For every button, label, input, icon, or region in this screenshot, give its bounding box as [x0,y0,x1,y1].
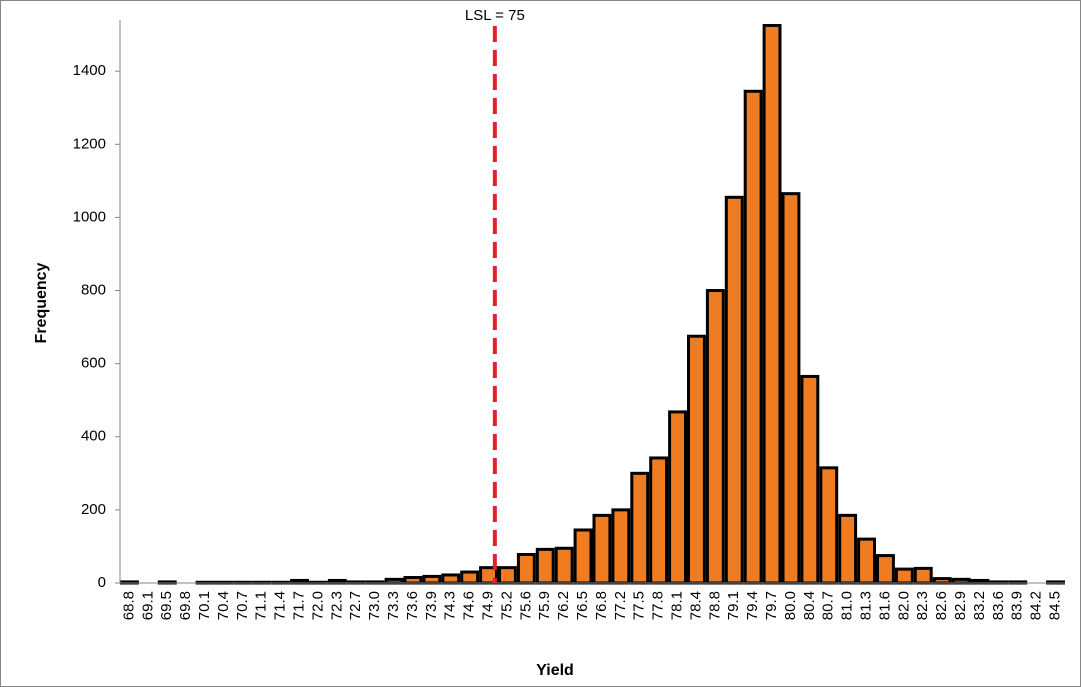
bar [403,576,423,585]
y-tick-label: 200 [81,501,106,518]
x-tick-label: 72.3 [328,591,345,620]
x-tick-label: 81.3 [858,591,875,620]
x-tick-label: 84.5 [1047,591,1064,620]
bar [611,508,631,585]
bar [460,570,480,585]
bar [554,546,574,585]
x-tick-label: 78.1 [669,591,686,620]
x-tick-label: 72.7 [347,591,364,620]
bar [743,89,763,585]
x-tick-label: 75.6 [517,591,534,620]
bar [668,410,687,585]
x-tick-label: 79.1 [725,591,742,620]
x-tick-label: 78.8 [706,591,723,620]
x-tick-label: 73.9 [423,591,440,620]
y-axis-title: Frequency [33,262,50,343]
bar [384,577,404,585]
x-tick-label: 69.1 [139,591,156,620]
x-tick-label: 78.4 [687,591,704,620]
x-tick-label: 80.4 [801,591,818,620]
bar [876,554,895,585]
x-tick-label: 77.2 [612,591,629,620]
y-tick-label: 1400 [73,62,106,79]
bar [498,566,517,585]
x-tick-label: 75.2 [498,591,515,620]
x-tick-label: 76.5 [574,591,591,620]
bar [724,195,744,585]
bar [687,334,706,585]
bar [422,574,442,585]
x-tick-label: 71.1 [253,591,270,620]
x-tick-label: 69.8 [177,591,194,620]
y-tick-label: 800 [81,282,106,299]
x-tick-label: 71.4 [272,591,289,620]
bar [649,456,669,585]
bar [573,528,593,585]
y-tick-label: 0 [98,574,106,591]
x-tick-label: 82.9 [952,591,969,620]
bar [800,374,820,585]
bar [535,547,555,585]
x-tick-label: 70.4 [215,591,232,620]
bar [838,513,858,585]
x-tick-label: 77.8 [650,591,667,620]
bar [913,566,933,585]
x-tick-label: 73.0 [366,591,383,620]
x-tick-label: 75.9 [536,591,553,620]
bar [857,537,876,585]
bar [592,513,612,585]
x-tick-label: 80.0 [782,591,799,620]
x-tick-label: 68.8 [120,591,137,620]
x-axis-title: Yield [536,662,574,679]
x-tick-label: 74.6 [461,591,478,620]
x-tick-label: 84.2 [1028,591,1045,620]
bar [932,577,952,585]
bar [630,471,650,585]
x-tick-label: 72.0 [309,591,326,620]
x-tick-label: 83.6 [990,591,1007,620]
x-tick-label: 77.5 [631,591,648,620]
y-tick-label: 1200 [73,135,106,152]
x-tick-label: 79.7 [763,591,780,620]
x-tick-label: 71.7 [291,591,308,620]
y-tick-label: 400 [81,428,106,445]
limit-label: LSL = 75 [465,7,525,24]
bar [951,577,971,585]
x-tick-label: 81.0 [839,591,856,620]
y-tick-label: 600 [81,355,106,372]
x-tick-label: 79.4 [744,591,761,620]
x-tick-label: 76.2 [555,591,572,620]
x-tick-label: 83.9 [1009,591,1026,620]
bar [762,23,782,585]
x-tick-label: 74.9 [480,591,497,620]
x-tick-label: 81.6 [876,591,893,620]
bar [819,466,839,585]
x-tick-label: 83.2 [971,591,988,620]
bar [705,289,725,585]
bar [516,552,536,585]
x-tick-label: 73.6 [404,591,421,620]
x-tick-label: 70.7 [234,591,251,620]
x-tick-label: 73.3 [385,591,402,620]
x-tick-label: 82.3 [914,591,931,620]
y-tick-label: 1000 [73,208,106,225]
x-tick-label: 82.0 [895,591,912,620]
x-tick-label: 69.5 [158,591,175,620]
bar [441,573,461,585]
x-tick-label: 70.1 [196,591,213,620]
x-tick-label: 74.3 [442,591,459,620]
x-tick-label: 82.6 [933,591,950,620]
x-tick-label: 80.7 [820,591,837,620]
bar [894,567,914,585]
x-tick-label: 76.8 [593,591,610,620]
bar [781,192,801,585]
